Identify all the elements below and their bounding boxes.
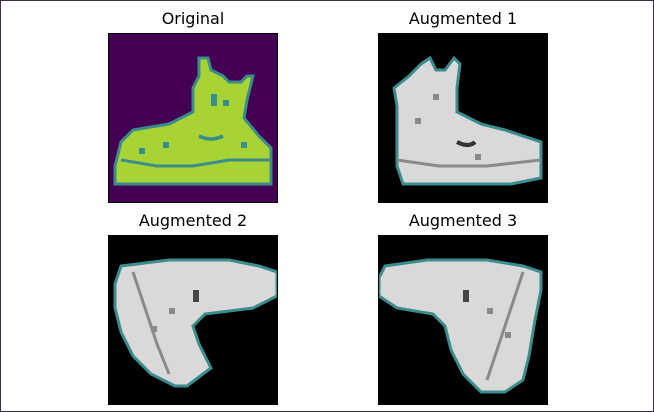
image-augmented-2 (108, 235, 278, 405)
image-augmented-1 (378, 33, 548, 203)
panel-title: Augmented 2 (108, 211, 278, 231)
panel-title: Original (108, 9, 278, 29)
panel-title: Augmented 3 (378, 211, 548, 231)
panel-title: Augmented 1 (378, 9, 548, 29)
image-augmented-3 (378, 235, 548, 405)
image-original (108, 33, 278, 203)
